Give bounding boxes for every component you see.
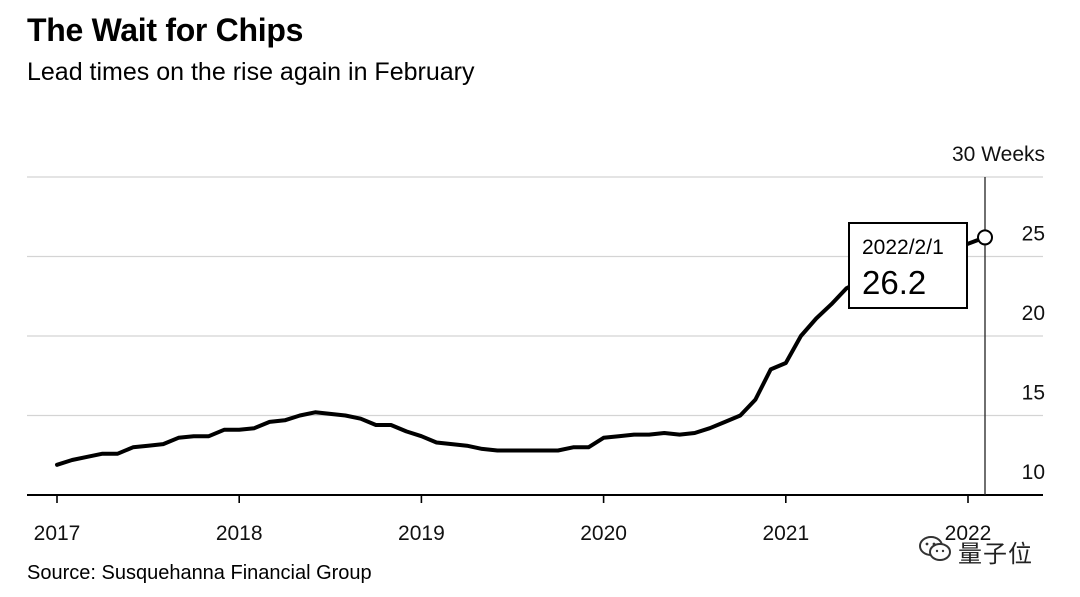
wechat-icon [918, 535, 952, 568]
x-tick-label-2020: 2020 [580, 522, 627, 545]
y-axis-labels: 10 15 20 25 30 Weeks [952, 143, 1045, 484]
callout-value: 26.2 [862, 264, 927, 301]
series-line-0 [55, 235, 987, 467]
x-tick-label-2017: 2017 [34, 522, 81, 545]
chart-title: The Wait for Chips [27, 12, 304, 48]
x-tick-label-2018: 2018 [216, 522, 263, 545]
x-tick-label-2019: 2019 [398, 522, 445, 545]
chart-subtitle: Lead times on the rise again in February [27, 58, 475, 86]
x-tick-label-2022: 2022 [945, 522, 992, 545]
callout-date: 2022/2/1 [862, 236, 944, 259]
watermark-text: 量子位 [958, 540, 1033, 568]
y-tick-label-15: 15 [1022, 382, 1045, 405]
source-prefix: Source: [27, 562, 102, 584]
y-tick-label-10: 10 [1022, 461, 1045, 484]
source-name: Susquehanna Financial Group [101, 562, 372, 584]
y-tick-label-20: 20 [1022, 302, 1045, 325]
x-tick-label-2021: 2021 [762, 522, 809, 545]
source-note: Source: Susquehanna Financial Group [27, 562, 372, 585]
watermark: 量子位 [918, 533, 1033, 569]
x-axis: 2017 2018 2019 2020 2021 2022 [27, 494, 1043, 545]
y-tick-label-25: 25 [1022, 223, 1045, 246]
annotation-layer [977, 177, 993, 495]
latest-value-marker [977, 229, 993, 246]
value-callout: 2022/2/1 26.2 [848, 222, 968, 309]
y-tick-label-30: 30 Weeks [952, 143, 1045, 166]
series-layer [55, 235, 987, 467]
